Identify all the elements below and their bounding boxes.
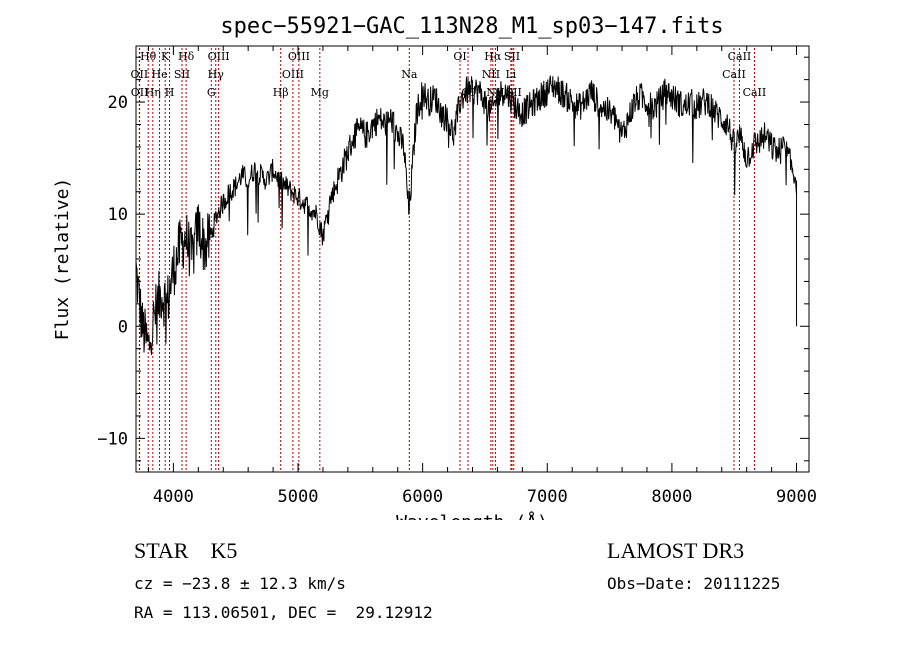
line-label: OI: [453, 50, 466, 63]
line-label: Li: [505, 68, 516, 81]
line-label: He: [152, 68, 168, 81]
spectrum-series: [135, 75, 798, 355]
line-label: SII: [174, 68, 190, 81]
y-tick-label: 0: [118, 317, 128, 337]
spectrum-chart: spec−55921−GAC_113N28_M1_sp03−147.fits H…: [52, 14, 817, 520]
survey-name: LAMOST DR3: [607, 538, 745, 563]
y-tick-label: −10: [97, 429, 128, 449]
line-label: CaII: [722, 68, 746, 81]
line-label: Hα: [484, 50, 502, 63]
line-label: Na: [401, 68, 418, 81]
line-label: Hη: [145, 86, 161, 99]
line-label: CaII: [743, 86, 767, 99]
line-label: OIII: [208, 50, 230, 63]
obs-date: Obs−Date: 20111225: [607, 574, 781, 593]
x-tick-label: 6000: [402, 487, 443, 507]
line-label: OII: [131, 68, 149, 81]
object-class: STAR K5: [134, 538, 238, 563]
line-label: Hθ: [140, 50, 157, 63]
line-label: OII: [131, 86, 149, 99]
y-axis-label: Flux (relative): [52, 178, 73, 341]
line-label: SII: [504, 50, 520, 63]
x-tick-label: 8000: [651, 487, 692, 507]
x-axis-label: Wavelength (Å): [396, 511, 548, 520]
spectrum-trace: [135, 75, 797, 355]
line-label: G: [207, 86, 216, 99]
line-label: Mg: [311, 86, 329, 99]
line-label: OIII: [282, 68, 304, 81]
line-markers: [138, 48, 755, 471]
x-tick-label: 4000: [153, 487, 194, 507]
line-label: CaII: [728, 50, 752, 63]
line-label: H: [165, 86, 175, 99]
y-tick-label: 10: [108, 205, 128, 225]
line-label: Hγ: [208, 68, 225, 81]
x-tick-label: 9000: [776, 487, 817, 507]
redshift-cz: cz = −23.8 ± 12.3 km/s: [134, 574, 346, 593]
x-axis: 4000 5000 6000 7000 8000 9000: [147, 46, 817, 507]
line-label: NII: [482, 68, 500, 81]
ra-dec: RA = 113.06501, DEC = 29.12912: [134, 603, 433, 622]
line-label: Hβ: [273, 86, 289, 99]
y-axis: −10 0 10 20: [97, 56, 809, 462]
y-tick-label: 20: [108, 93, 128, 113]
line-label: K: [161, 50, 170, 63]
x-tick-label: 5000: [278, 487, 319, 507]
line-label: Hδ: [178, 50, 195, 63]
line-label: OIII: [288, 50, 310, 63]
x-tick-label: 7000: [527, 487, 568, 507]
chart-title: spec−55921−GAC_113N28_M1_sp03−147.fits: [220, 14, 723, 39]
